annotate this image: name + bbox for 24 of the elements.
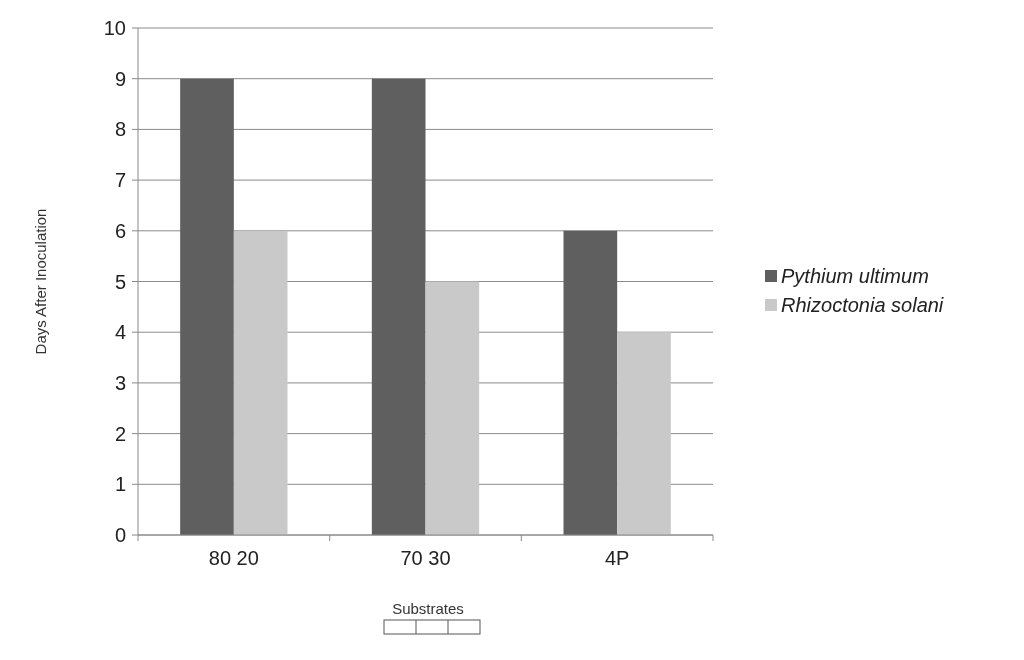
- x-tick-label: 80 20: [208, 547, 259, 569]
- bar: [180, 78, 234, 535]
- y-tick-label: 1: [114, 473, 126, 496]
- y-tick-label: 2: [114, 422, 126, 445]
- y-tick-label: 5: [114, 270, 126, 293]
- y-tick-label: 10: [103, 17, 126, 39]
- bar: [233, 230, 288, 535]
- y-tick-label: 7: [114, 169, 126, 192]
- x-tick-label: 70 30: [400, 547, 451, 569]
- legend-label: Rhizoctonia solani: [781, 294, 944, 316]
- y-tick-label: 3: [114, 371, 126, 394]
- y-tick-label: 8: [114, 118, 126, 141]
- y-tick-label: 0: [114, 524, 126, 546]
- bar: [371, 78, 426, 535]
- y-tick-label: 9: [114, 67, 126, 90]
- bar: [425, 281, 480, 535]
- x-axis-title: Substrates: [392, 600, 464, 617]
- legend-label: Pythium ultimum: [781, 265, 929, 287]
- y-axis-title: Days After Inoculation: [32, 208, 49, 355]
- y-tick-label: 4: [114, 321, 126, 344]
- y-tick-label: 6: [114, 219, 126, 242]
- bar: [563, 230, 618, 535]
- bar: [617, 332, 671, 535]
- x-tick-label: 4P: [604, 547, 630, 569]
